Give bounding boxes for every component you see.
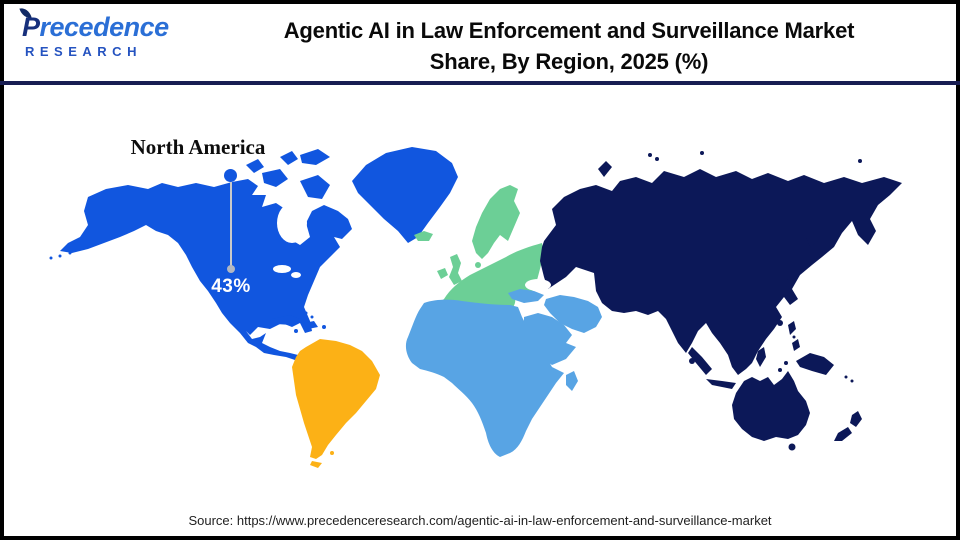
region-north-america xyxy=(49,147,458,361)
apac-shikoku xyxy=(783,278,789,284)
na-aleutian-1 xyxy=(68,251,72,255)
eu-great-britain xyxy=(449,254,462,285)
brand-subtitle: RESEARCH xyxy=(25,44,142,59)
apac-solomons-2 xyxy=(850,379,854,383)
apac-java xyxy=(706,379,736,389)
header-divider xyxy=(0,81,960,85)
apac-nsi xyxy=(700,151,704,155)
apac-moluccas-2 xyxy=(784,361,788,365)
na-island-arctic-small xyxy=(280,151,298,165)
apac-new-guinea xyxy=(796,353,834,375)
chart-title: Agentic AI in Law Enforcement and Survei… xyxy=(194,15,944,77)
apac-visayas xyxy=(792,335,796,339)
apac-kyushu xyxy=(775,282,781,288)
na-aleutian-3 xyxy=(49,256,53,260)
na-mainland xyxy=(60,179,352,361)
apac-australia xyxy=(732,371,810,441)
apac-taiwan xyxy=(777,320,783,326)
sa-tierra-del-fuego xyxy=(310,461,322,468)
apac-severnaya-2 xyxy=(655,157,659,161)
apac-mindanao xyxy=(792,339,800,351)
na-island-banks xyxy=(246,159,264,173)
world-map: North America 43% xyxy=(0,85,960,505)
apac-sakhalin xyxy=(816,213,828,241)
na-aleutian-2 xyxy=(58,254,62,258)
title-line-1: Agentic AI in Law Enforcement and Survei… xyxy=(283,18,855,43)
apac-nz-north xyxy=(850,411,862,427)
eu-scandinavia xyxy=(472,185,520,259)
great-lakes-2 xyxy=(291,272,301,278)
brand-name: Precedence xyxy=(19,5,169,42)
apac-tasmania xyxy=(788,443,796,451)
region-south-america xyxy=(292,339,380,468)
region-label-north-america: North America xyxy=(130,135,266,159)
apac-luzon xyxy=(788,321,796,335)
brand-name-text: Precedence xyxy=(22,12,169,42)
callout-dot xyxy=(224,169,237,182)
eu-denmark xyxy=(475,262,481,268)
na-island-ellesmere xyxy=(300,149,330,165)
eu-iceland xyxy=(414,231,433,241)
hudson-bay xyxy=(277,203,307,243)
na-bahamas-1 xyxy=(304,311,308,315)
apac-borneo xyxy=(730,341,750,363)
footer: Source: https://www.precedenceresearch.c… xyxy=(4,513,956,528)
sa-mainland xyxy=(292,339,380,459)
apac-sumatra xyxy=(688,347,712,375)
apac-wrangel xyxy=(858,159,862,163)
mea-africa xyxy=(405,299,564,457)
na-island-victoria xyxy=(262,169,288,187)
apac-novaya-zemlya xyxy=(598,161,612,177)
mea-turkey xyxy=(508,289,544,303)
world-map-svg xyxy=(49,147,902,468)
callout-line xyxy=(230,182,232,266)
na-greenland xyxy=(352,147,458,243)
source-text: Source: https://www.precedenceresearch.c… xyxy=(188,513,772,528)
apac-severnaya-1 xyxy=(648,153,652,157)
na-bahamas-2 xyxy=(310,315,314,319)
eu-ireland xyxy=(437,268,448,279)
brand-logo: Precedence RESEARCH xyxy=(19,5,169,59)
region-middle-east-africa xyxy=(405,289,602,457)
na-puerto-rico xyxy=(322,325,326,329)
apac-nz-south xyxy=(834,427,852,441)
na-hispaniola xyxy=(304,321,318,329)
region-value-north-america: 43% xyxy=(211,276,251,297)
apac-hainan xyxy=(759,334,765,340)
apac-hokkaido xyxy=(806,233,818,247)
na-cuba xyxy=(272,315,300,325)
apac-solomons-1 xyxy=(844,375,848,379)
title-line-2: Share, By Region, 2025 (%) xyxy=(429,49,709,74)
na-island-baffin xyxy=(300,175,330,199)
callout-anchor-dot xyxy=(227,265,235,273)
apac-moluccas-1 xyxy=(778,368,782,372)
sa-falklands xyxy=(330,451,334,455)
apac-sulawesi xyxy=(756,347,766,367)
mea-madagascar xyxy=(566,371,578,391)
na-jamaica xyxy=(294,329,298,333)
caspian-sea xyxy=(581,275,595,299)
black-sea xyxy=(525,279,551,291)
great-lakes-1 xyxy=(273,265,291,273)
mea-arabia xyxy=(524,313,576,365)
apac-honshu xyxy=(782,245,808,281)
apac-eurasia xyxy=(540,169,902,375)
mea-iran xyxy=(544,295,602,333)
region-asia-pacific xyxy=(540,151,902,451)
header: Precedence RESEARCH Agentic AI in Law En… xyxy=(4,4,956,82)
